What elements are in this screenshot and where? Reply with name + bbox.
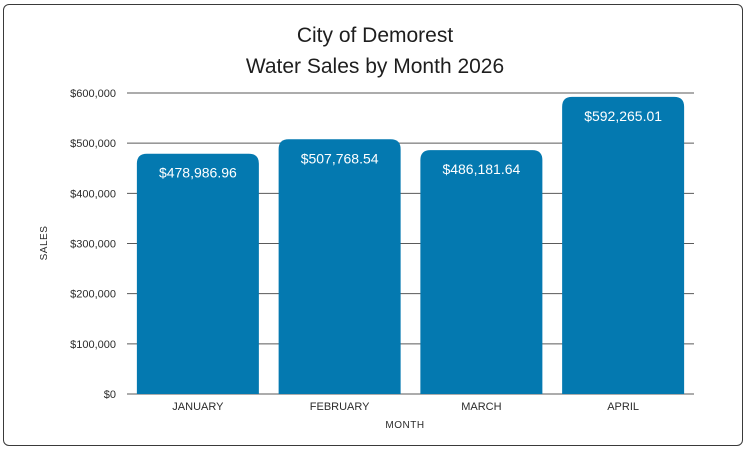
- y-tick-label: $400,000: [70, 188, 116, 200]
- y-tick-label: $100,000: [70, 339, 116, 351]
- x-tick-label: JANUARY: [172, 401, 224, 413]
- chart-title-line-2: Water Sales by Month 2026: [246, 55, 504, 78]
- data-label: $478,986.96: [159, 165, 237, 181]
- y-tick-label: $0: [104, 389, 116, 401]
- bar-january: [136, 153, 259, 394]
- x-axis-title: MONTH: [385, 420, 424, 431]
- x-axis-ticks: JANUARY FEBRUARY MARCH APRIL: [172, 401, 639, 413]
- bars: $478,986.96 $507,768.54 $486,181.64 $592,26…: [136, 96, 685, 395]
- data-label: $486,181.64: [442, 161, 520, 177]
- y-tick-label: $600,000: [70, 88, 116, 100]
- x-tick-label: MARCH: [461, 401, 501, 413]
- bar-february: [278, 139, 401, 394]
- y-tick-label: $200,000: [70, 289, 116, 301]
- y-tick-label: $500,000: [70, 138, 116, 150]
- y-axis-title: SALES: [39, 226, 50, 261]
- data-label: $592,265.01: [584, 108, 662, 124]
- bar-march: [420, 150, 543, 394]
- data-label: $507,768.54: [301, 150, 379, 166]
- x-tick-label: APRIL: [607, 401, 639, 413]
- bar-april: [562, 96, 685, 395]
- chart-title-line-1: City of Demorest: [297, 24, 454, 47]
- y-tick-label: $300,000: [70, 239, 116, 251]
- y-axis-ticks: $0 $100,000 $200,000 $300,000 $400,000 $500,0…: [70, 88, 116, 401]
- x-tick-label: FEBRUARY: [310, 401, 370, 413]
